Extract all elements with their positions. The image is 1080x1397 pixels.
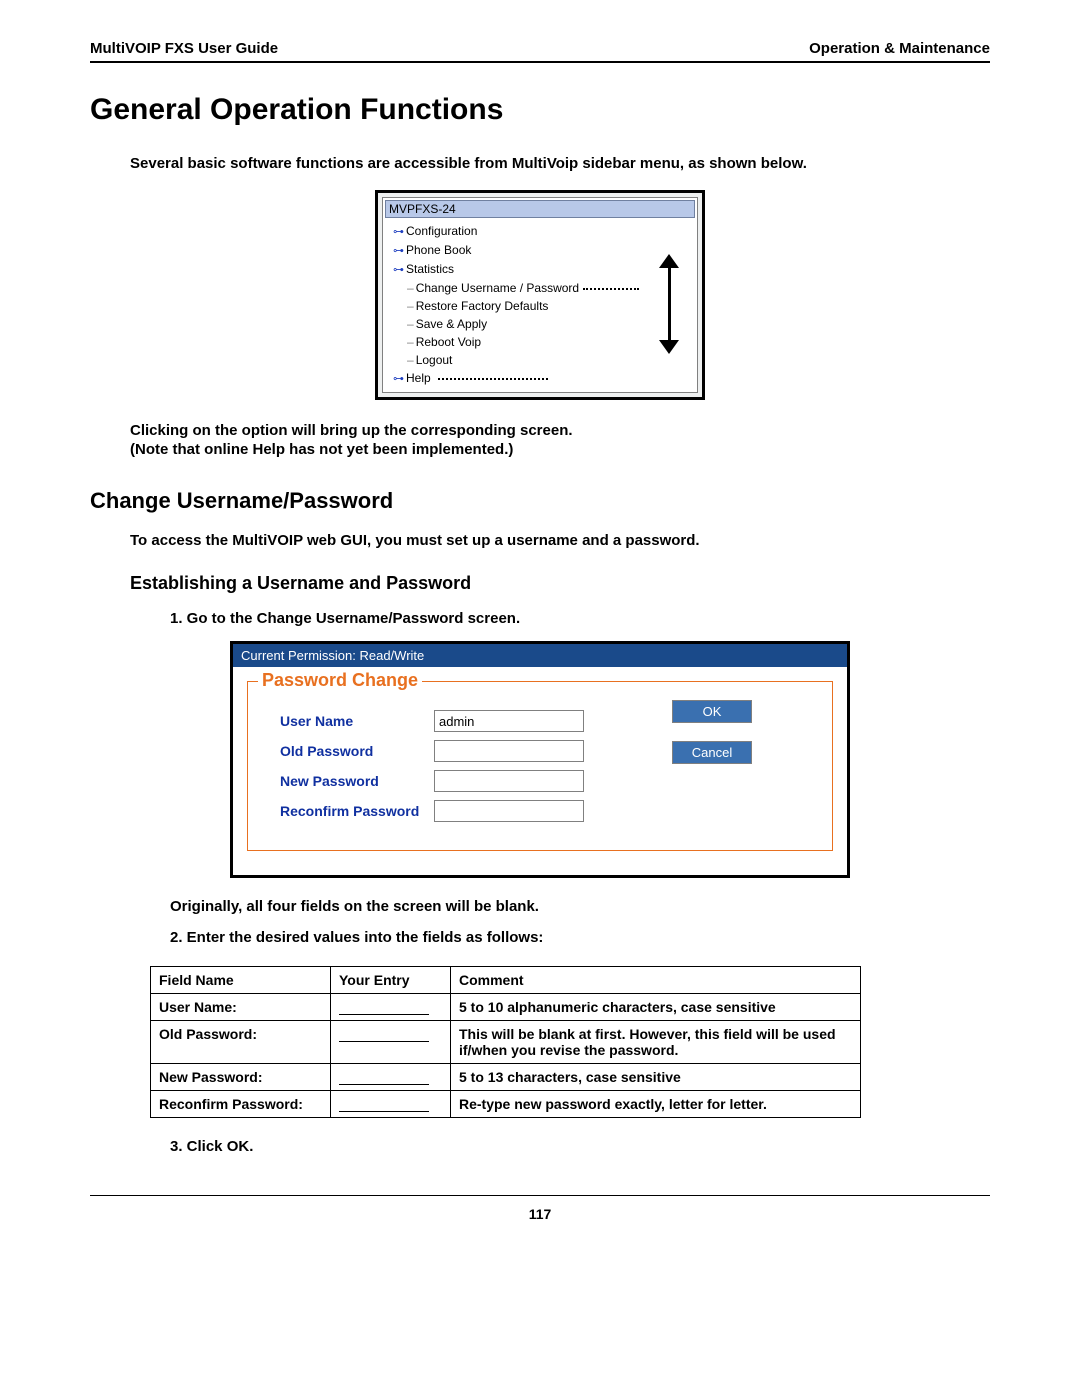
page-header: MultiVOIP FXS User Guide Operation & Mai…	[90, 40, 990, 57]
cell-entry	[331, 1091, 451, 1118]
cell-comment: Re-type new password exactly, letter for…	[451, 1091, 861, 1118]
blank-entry-line	[339, 1014, 429, 1015]
leaf-icon: –	[407, 299, 414, 313]
dotted-connector	[583, 288, 639, 290]
th-field: Field Name	[151, 967, 331, 994]
cell-entry	[331, 994, 451, 1021]
after-sidebar-1: Clicking on the option will bring up the…	[130, 422, 990, 439]
sidebar-item-restore[interactable]: –Restore Factory Defaults	[393, 297, 695, 315]
expand-icon: ⊶	[393, 264, 404, 276]
row-reconfirm-password: Reconfirm Password	[264, 800, 816, 822]
sidebar-screenshot: MVPFXS-24 ⊶Configuration ⊶Phone Book ⊶St…	[375, 190, 705, 400]
sidebar-item-stats[interactable]: ⊶Statistics	[393, 260, 695, 279]
th-comment: Comment	[451, 967, 861, 994]
heading-1: General Operation Functions	[90, 93, 990, 127]
input-username[interactable]	[434, 710, 584, 732]
heading-2: Change Username/Password	[90, 488, 990, 514]
input-old-password[interactable]	[434, 740, 584, 762]
step3-ok: OK	[227, 1138, 250, 1155]
blank-entry-line	[339, 1084, 429, 1085]
table-row: New Password: 5 to 13 characters, case s…	[151, 1064, 861, 1091]
step-3: 3. Click OK.	[170, 1138, 990, 1155]
document-page: MultiVOIP FXS User Guide Operation & Mai…	[0, 0, 1080, 1252]
label-reconfirm-password: Reconfirm Password	[264, 803, 434, 819]
label-new-password: New Password	[264, 773, 434, 789]
header-left: MultiVOIP FXS User Guide	[90, 40, 278, 57]
cell-comment: 5 to 10 alphanumeric characters, case se…	[451, 994, 861, 1021]
leaf-icon: –	[407, 353, 414, 367]
header-right: Operation & Maintenance	[809, 40, 990, 57]
cell-field: Reconfirm Password:	[151, 1091, 331, 1118]
blank-entry-line	[339, 1111, 429, 1112]
password-change-fieldset: Password Change User Name Old Password N…	[247, 681, 833, 851]
ok-button[interactable]: OK	[672, 700, 752, 723]
leaf-icon: –	[407, 281, 414, 295]
leaf-icon: –	[407, 317, 414, 331]
sidebar-tree: MVPFXS-24 ⊶Configuration ⊶Phone Book ⊶St…	[382, 197, 698, 393]
expand-icon: ⊶	[393, 226, 404, 238]
permission-bar: Current Permission: Read/Write	[233, 644, 847, 667]
leaf-icon: –	[407, 335, 414, 349]
fields-table: Field Name Your Entry Comment User Name:…	[150, 966, 861, 1118]
arrow-shaft	[668, 262, 671, 346]
sidebar-item-phonebook[interactable]: ⊶Phone Book	[393, 241, 695, 260]
header-rule	[90, 61, 990, 63]
expand-icon: ⊶	[393, 245, 404, 257]
step-1: 1. Go to the Change Username/Password sc…	[170, 610, 990, 627]
cell-field: User Name:	[151, 994, 331, 1021]
input-new-password[interactable]	[434, 770, 584, 792]
cell-comment: This will be blank at first. However, th…	[451, 1021, 861, 1064]
cancel-button[interactable]: Cancel	[672, 741, 752, 764]
sidebar-item-reboot[interactable]: –Reboot Voip	[393, 333, 695, 351]
page-number: 117	[90, 1206, 990, 1222]
cell-field: Old Password:	[151, 1021, 331, 1064]
sidebar-item-config[interactable]: ⊶Configuration	[393, 222, 695, 241]
table-header-row: Field Name Your Entry Comment	[151, 967, 861, 994]
blank-entry-line	[339, 1041, 429, 1042]
sidebar-item-help[interactable]: ⊶Help	[393, 369, 695, 388]
dotted-connector	[438, 378, 548, 380]
after-pw-text: Originally, all four fields on the scree…	[170, 898, 990, 915]
footer-rule	[90, 1195, 990, 1196]
range-arrow	[659, 254, 679, 354]
sidebar-item-change[interactable]: –Change Username / Password	[393, 279, 695, 297]
cell-field: New Password:	[151, 1064, 331, 1091]
expand-icon: ⊶	[393, 373, 404, 385]
change-intro: To access the MultiVOIP web GUI, you mus…	[130, 532, 990, 549]
step-2: 2. Enter the desired values into the fie…	[170, 929, 990, 946]
label-old-password: Old Password	[264, 743, 434, 759]
after-sidebar-2: (Note that online Help has not yet been …	[130, 441, 990, 458]
password-dialog-body: Password Change User Name Old Password N…	[233, 667, 847, 875]
input-reconfirm-password[interactable]	[434, 800, 584, 822]
sidebar-item-save[interactable]: –Save & Apply	[393, 315, 695, 333]
sidebar-list: ⊶Configuration ⊶Phone Book ⊶Statistics –…	[383, 220, 697, 392]
fieldset-legend: Password Change	[258, 670, 422, 691]
dialog-button-stack: OK Cancel	[672, 700, 752, 782]
cell-comment: 5 to 13 characters, case sensitive	[451, 1064, 861, 1091]
step3-prefix: 3. Click	[170, 1138, 227, 1155]
cell-entry	[331, 1064, 451, 1091]
sidebar-title: MVPFXS-24	[385, 200, 695, 218]
intro-text: Several basic software functions are acc…	[130, 155, 990, 172]
step3-suffix: .	[249, 1138, 253, 1155]
th-entry: Your Entry	[331, 967, 451, 994]
arrow-down-icon	[659, 340, 679, 354]
sidebar-item-logout[interactable]: –Logout	[393, 351, 695, 369]
table-row: User Name: 5 to 10 alphanumeric characte…	[151, 994, 861, 1021]
heading-3: Establishing a Username and Password	[130, 573, 990, 594]
cell-entry	[331, 1021, 451, 1064]
table-row: Old Password: This will be blank at firs…	[151, 1021, 861, 1064]
label-username: User Name	[264, 713, 434, 729]
table-row: Reconfirm Password: Re-type new password…	[151, 1091, 861, 1118]
password-dialog-screenshot: Current Permission: Read/Write Password …	[230, 641, 850, 878]
